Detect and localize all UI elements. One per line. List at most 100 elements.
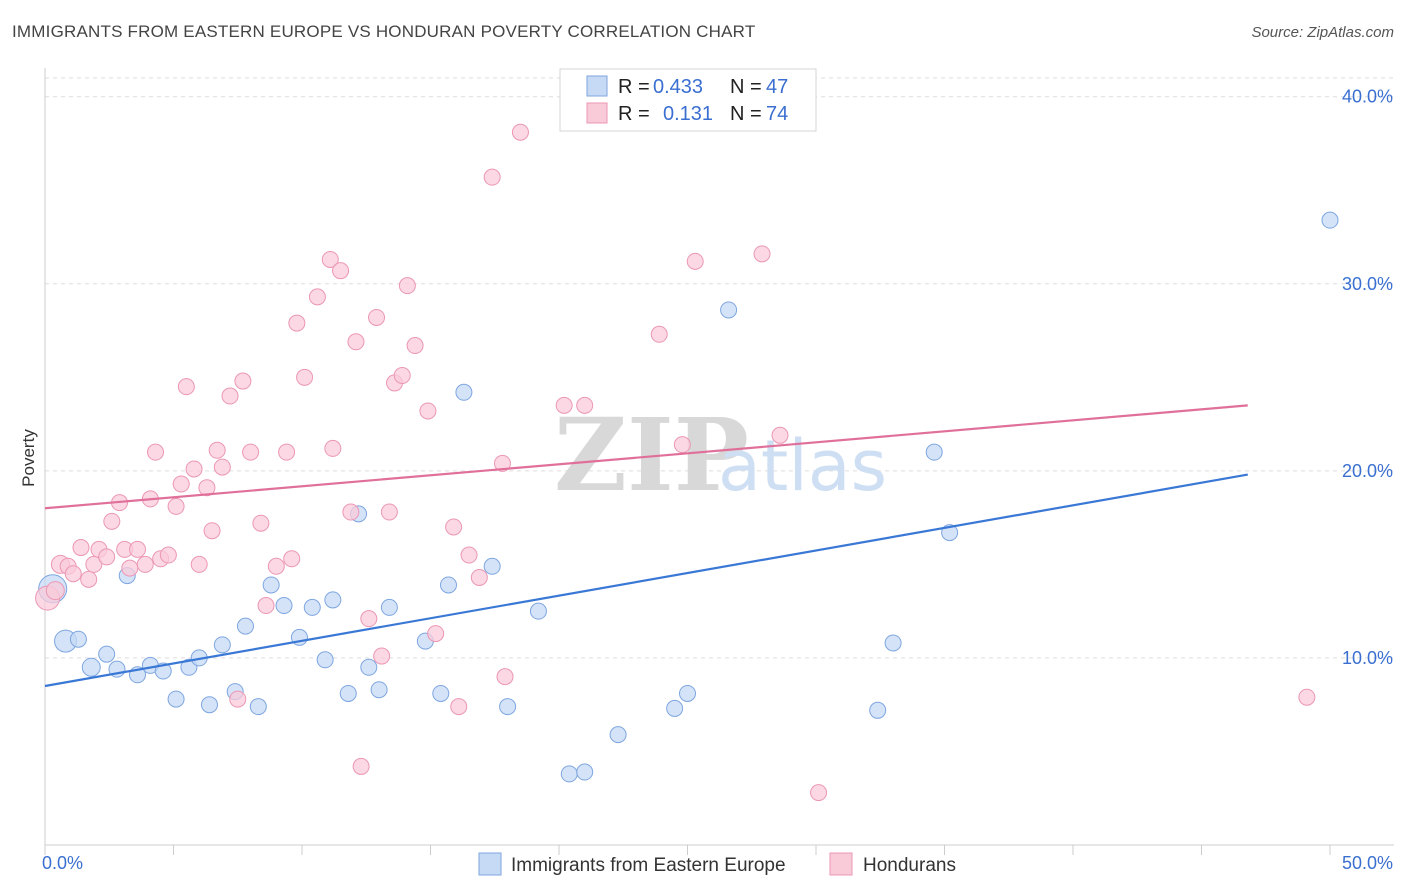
pink-point-71 [771, 426, 789, 444]
pink-point-42 [332, 262, 350, 280]
pink-point-70 [753, 245, 771, 263]
pink-point-25 [198, 479, 216, 497]
pink-point-32 [242, 443, 260, 461]
bottom-legend-swatch-pink [829, 852, 853, 876]
watermark-zip: ZIP [554, 396, 749, 514]
pink-point-35 [267, 557, 285, 575]
pink-point-52 [393, 366, 411, 384]
legend-r-label-2: R = [618, 103, 650, 125]
blue-point-42 [869, 701, 887, 719]
pink-point-15 [136, 555, 154, 573]
pink-point-26 [203, 522, 221, 540]
pink-point-21 [172, 475, 190, 493]
y-tick-label-2: 30.0% [1342, 274, 1393, 294]
blue-point-44 [925, 443, 943, 461]
blue-point-4 [98, 645, 116, 663]
pink-point-5 [72, 539, 90, 557]
pink-point-64 [511, 123, 529, 141]
blue-point-13 [200, 696, 218, 714]
blue-point-35 [529, 602, 547, 620]
legend-n-label-2: N = [730, 103, 762, 125]
legend-swatch-blue [586, 75, 608, 97]
y-tick-labels: 10.0% 20.0% 30.0% 40.0% [1342, 87, 1393, 668]
legend-r-value-2: 0.131 [663, 103, 713, 125]
blue-point-32 [455, 383, 473, 401]
correlation-legend: R = 0.433 N = 47 R = 0.131 N = 74 [559, 68, 817, 132]
blue-point-43 [884, 634, 902, 652]
pink-point-69 [686, 252, 704, 270]
pink-point-68 [673, 436, 691, 454]
blue-point-24 [339, 684, 357, 702]
pink-point-73 [1298, 688, 1316, 706]
blue-point-3 [81, 657, 101, 677]
blue-point-22 [316, 651, 334, 669]
bottom-legend-swatch-blue [478, 852, 502, 876]
x-tick-label-1: 50.0% [1342, 853, 1393, 873]
pink-point-33 [252, 514, 270, 532]
pink-point-30 [229, 690, 247, 708]
pink-point-31 [234, 372, 252, 390]
blue-point-36 [560, 765, 578, 783]
pink-point-20 [167, 497, 185, 515]
blue-point-23 [324, 591, 342, 609]
pink-point-67 [650, 325, 668, 343]
pink-point-10 [103, 512, 121, 530]
x-tick-labels: 0.0% 50.0% [42, 853, 1393, 873]
blue-point-34 [499, 698, 517, 716]
blue-point-18 [262, 576, 280, 594]
pink-point-49 [373, 647, 391, 665]
data-points [35, 123, 1339, 802]
legend-n-label-1: N = [730, 76, 762, 98]
pink-point-44 [342, 503, 360, 521]
legend-n-value-2: 74 [766, 103, 788, 125]
legend-n-value-1: 47 [766, 76, 788, 98]
series-legend: Immigrants from Eastern Europe Hondurans [478, 852, 956, 876]
y-tick-label-1: 20.0% [1342, 461, 1393, 481]
pink-point-46 [352, 757, 370, 775]
pink-point-55 [419, 402, 437, 420]
pink-point-23 [185, 460, 203, 478]
blue-point-38 [609, 726, 627, 744]
y-axis-label: Poverty [19, 429, 38, 487]
legend-swatch-pink [586, 102, 608, 124]
pink-point-50 [380, 503, 398, 521]
pink-point-29 [221, 387, 239, 405]
pink-point-6 [80, 570, 98, 588]
source-credit: Source: ZipAtlas.com [1251, 24, 1394, 41]
pink-point-72 [810, 784, 828, 802]
pink-point-40 [308, 288, 326, 306]
pink-point-24 [190, 555, 208, 573]
blue-point-46 [1321, 211, 1339, 229]
blue-point-28 [380, 598, 398, 616]
blue-point-33 [483, 557, 501, 575]
pink-point-63 [496, 668, 514, 686]
pink-point-27 [208, 441, 226, 459]
x-tick-label-0: 0.0% [42, 853, 83, 873]
blue-point-25 [360, 658, 378, 676]
pink-point-47 [360, 610, 378, 628]
pink-point-22 [177, 378, 195, 396]
pink-point-9 [98, 548, 116, 566]
bottom-legend-label-2: Hondurans [863, 855, 956, 876]
pink-point-4 [64, 565, 82, 583]
blue-point-16 [236, 617, 254, 635]
pink-point-36 [278, 443, 296, 461]
blue-point-40 [679, 684, 696, 702]
pink-point-7 [85, 555, 103, 573]
pink-point-41 [321, 250, 339, 268]
grid-lines [45, 77, 1394, 659]
blue-point-39 [666, 699, 684, 717]
pink-point-53 [398, 277, 416, 295]
pink-point-37 [283, 550, 301, 568]
pink-point-14 [129, 540, 147, 558]
blue-point-41 [720, 301, 738, 319]
pink-point-56 [427, 625, 445, 643]
bottom-legend-label-1: Immigrants from Eastern Europe [511, 855, 786, 876]
pink-point-13 [121, 559, 139, 577]
blue-point-10 [167, 690, 185, 708]
pink-point-19 [159, 546, 177, 564]
legend-r-label-1: R = [618, 76, 650, 98]
chart-title: IMMIGRANTS FROM EASTERN EUROPE VS HONDUR… [12, 22, 756, 41]
pink-point-61 [483, 168, 501, 186]
